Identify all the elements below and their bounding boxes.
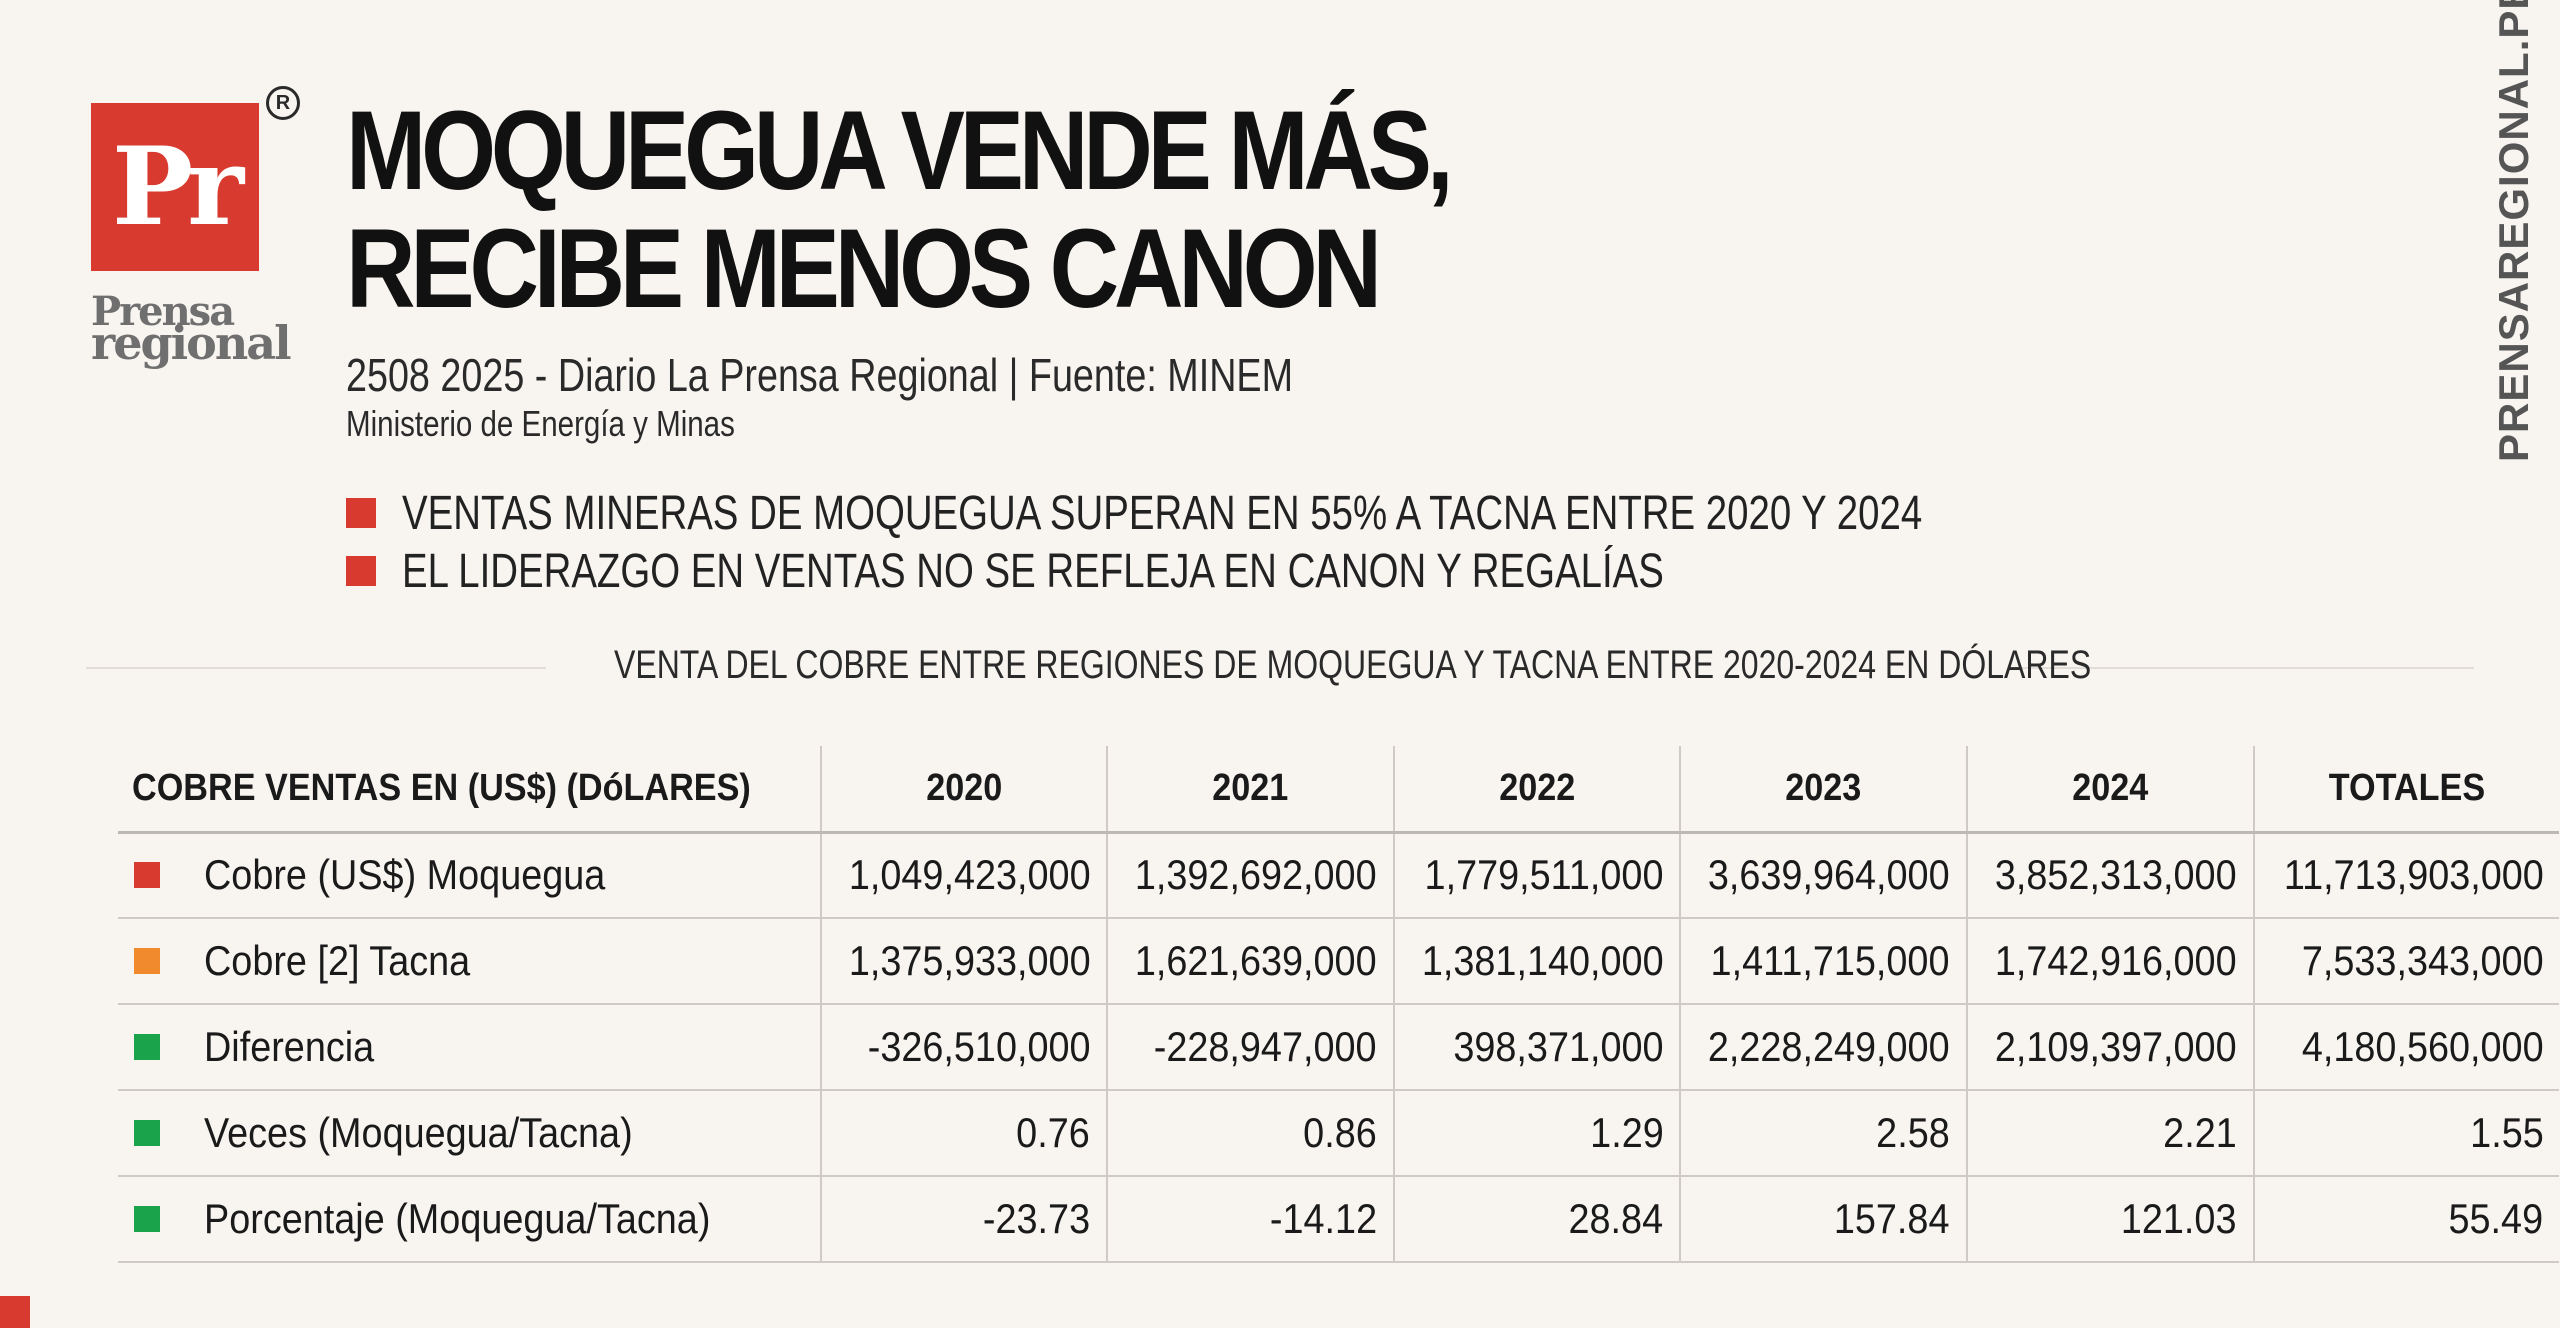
table-row: Porcentaje (Moquegua/Tacna) -23.73 -14.1… (118, 1176, 2560, 1263)
column-header-2020: 2020 (819, 746, 1108, 834)
bullet-item: EL LIDERAZGO EN VENTAS NO SE REFLEJA EN … (346, 542, 2302, 600)
row-label: Veces (Moquegua/Tacna) (118, 1090, 821, 1177)
table-cell: 1,375,933,000 (819, 918, 1108, 1005)
table-cell: 0.86 (1106, 1090, 1394, 1177)
row-label: Cobre [2] Tacna (118, 918, 821, 1005)
table-cell: 2,228,249,000 (1679, 1004, 1967, 1091)
bullet-list: VENTAS MINERAS DE MOQUEGUA SUPERAN EN 55… (346, 484, 2302, 600)
headline-line-1: MOQUEGUA VENDE MÁS, (346, 88, 1454, 213)
table-cell: -14.12 (1106, 1176, 1394, 1263)
table-cell: 28.84 (1392, 1176, 1681, 1263)
bullet-text: VENTAS MINERAS DE MOQUEGUA SUPERAN EN 55… (402, 486, 1923, 540)
bullet-square-icon (346, 498, 376, 528)
registered-mark: R (266, 86, 300, 120)
table-cell: 157.84 (1679, 1176, 1967, 1263)
table-cell: 2,109,397,000 (1965, 1004, 2254, 1091)
divider-left (86, 667, 546, 669)
table-cell-total: 1.55 (2252, 1090, 2560, 1177)
table-cell-total: 11,713,903,000 (2252, 832, 2560, 919)
column-header-totales: TOTALES (2252, 746, 2560, 834)
logo-word-regional: regional (91, 316, 292, 370)
copper-sales-table: COBRE VENTAS EN (US$) (DóLARES) 2020 202… (118, 746, 2560, 1263)
table-cell: -23.73 (819, 1176, 1108, 1263)
row-label: Porcentaje (Moquegua/Tacna) (118, 1176, 821, 1263)
table-row: Cobre [2] Tacna 1,375,933,000 1,621,639,… (118, 918, 2560, 1005)
table-cell: 1,742,916,000 (1965, 918, 2254, 1005)
table-cell-total: 55.49 (2252, 1176, 2560, 1263)
table-cell: 1,779,511,000 (1392, 832, 1681, 919)
legend-square-icon (134, 948, 160, 974)
table-cell-total: 4,180,560,000 (2252, 1004, 2560, 1091)
logo: Pr (91, 103, 259, 271)
logo-word-prensa: Prensa (91, 288, 235, 335)
bullet-square-icon (346, 556, 376, 586)
bullet-item: VENTAS MINERAS DE MOQUEGUA SUPERAN EN 55… (346, 484, 2302, 542)
table-cell: 2.58 (1679, 1090, 1967, 1177)
legend-square-icon (134, 1120, 160, 1146)
row-label: Diferencia (118, 1004, 821, 1091)
table-cell: 3,852,313,000 (1965, 832, 2254, 919)
table-cell: 2.21 (1965, 1090, 2254, 1177)
column-header-2021: 2021 (1106, 746, 1394, 834)
table-row: Veces (Moquegua/Tacna) 0.76 0.86 1.29 2.… (118, 1090, 2560, 1177)
logo-letters: Pr (111, 124, 244, 250)
table-cell: 121.03 (1965, 1176, 2254, 1263)
row-label: Cobre (US$) Moquegua (118, 832, 821, 919)
table-row: Cobre (US$) Moquegua 1,049,423,000 1,392… (118, 832, 2560, 919)
table-cell: 1,049,423,000 (819, 832, 1108, 919)
side-website-label: PRENSAREGIONAL.PE (2490, 0, 2537, 462)
table-cell: 1,621,639,000 (1106, 918, 1394, 1005)
table-cell: -228,947,000 (1106, 1004, 1394, 1091)
table-cell: 0.76 (819, 1090, 1108, 1177)
table-cell: 398,371,000 (1392, 1004, 1681, 1091)
column-header-category: COBRE VENTAS EN (US$) (DóLARES) (118, 746, 821, 834)
column-header-2024: 2024 (1965, 746, 2254, 834)
bullet-text: EL LIDERAZGO EN VENTAS NO SE REFLEJA EN … (402, 544, 1664, 598)
source-subline: Ministerio de Energía y Minas (346, 403, 735, 444)
table-row: Diferencia -326,510,000 -228,947,000 398… (118, 1004, 2560, 1091)
table-cell: 1,392,692,000 (1106, 832, 1394, 919)
section-title: VENTA DEL COBRE ENTRE REGIONES DE MOQUEG… (614, 643, 2092, 687)
divider-right (2014, 667, 2474, 669)
table-cell-total: 7,533,343,000 (2252, 918, 2560, 1005)
legend-square-icon (134, 1034, 160, 1060)
legend-square-icon (134, 862, 160, 889)
table-cell: 1,381,140,000 (1392, 918, 1681, 1005)
table-cell: 3,639,964,000 (1679, 832, 1967, 919)
table-cell: 1,411,715,000 (1679, 918, 1967, 1005)
legend-square-icon (134, 1206, 160, 1232)
headline-line-2: RECIBE MENOS CANON (346, 206, 1382, 331)
headline: MOQUEGUA VENDE MÁS, RECIBE MENOS CANON (346, 88, 1454, 331)
column-header-2023: 2023 (1679, 746, 1967, 834)
table-cell: 1.29 (1392, 1090, 1681, 1177)
table-cell: -326,510,000 (819, 1004, 1108, 1091)
column-header-2022: 2022 (1392, 746, 1681, 834)
table-header-row: COBRE VENTAS EN (US$) (DóLARES) 2020 202… (118, 746, 2560, 834)
source-line: 2508 2025 - Diario La Prensa Regional | … (346, 349, 1294, 401)
corner-accent-mark (0, 1296, 30, 1328)
